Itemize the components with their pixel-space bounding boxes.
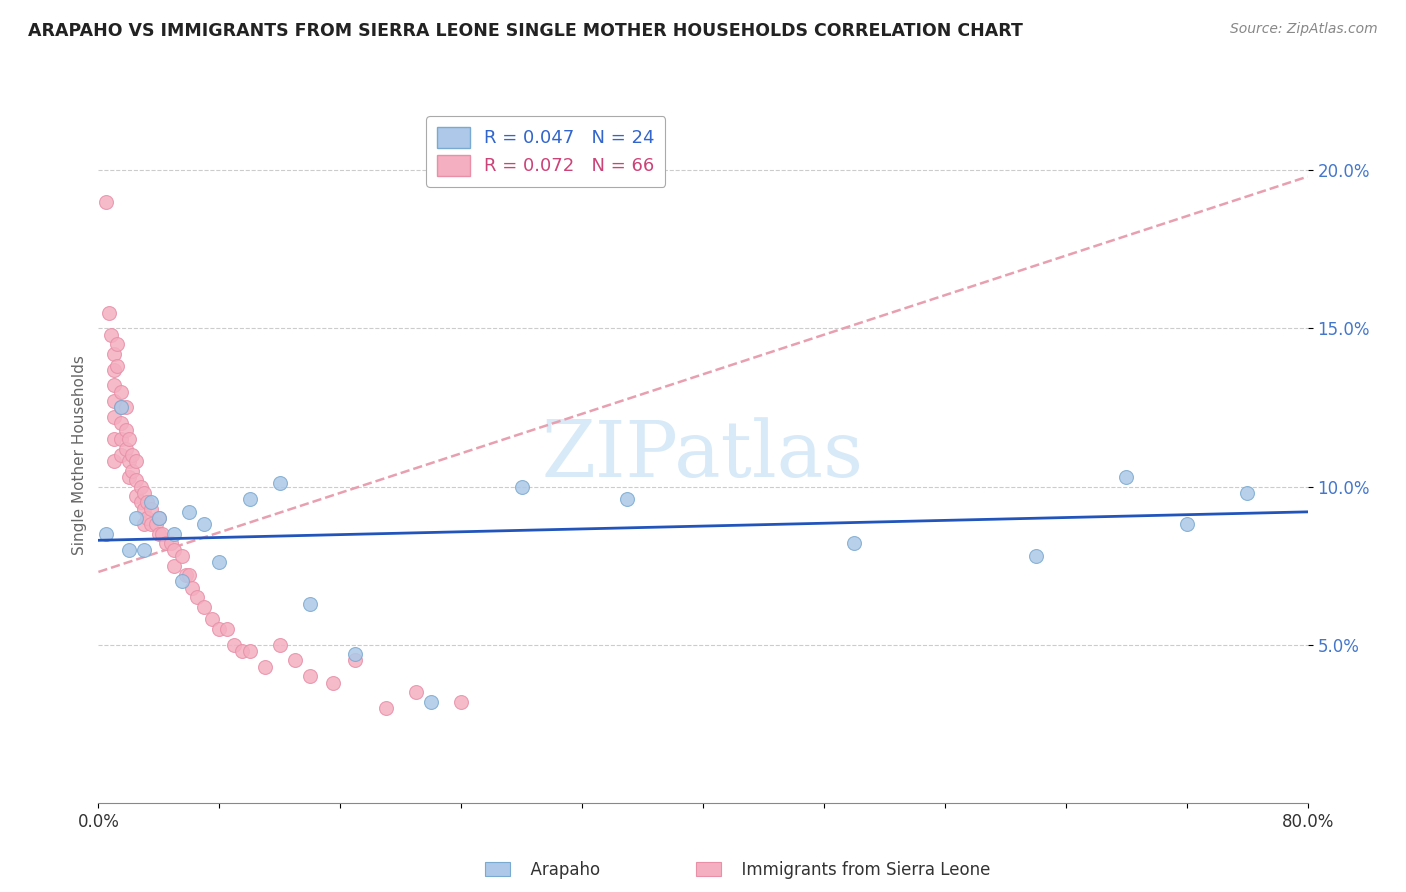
Point [269, 638, 291, 652]
Point [208, 622, 231, 636]
Point [103, 394, 125, 409]
Point [374, 701, 396, 715]
Text: ZIPatlas: ZIPatlas [541, 417, 865, 492]
Point [98, 305, 121, 319]
Point [322, 675, 344, 690]
Point [141, 517, 163, 532]
Text: ARAPAHO VS IMMIGRANTS FROM SIERRA LEONE SINGLE MOTHER HOUSEHOLDS CORRELATION CHA: ARAPAHO VS IMMIGRANTS FROM SIERRA LEONE … [28, 22, 1024, 40]
Point [110, 432, 132, 446]
Point [208, 556, 231, 570]
Text: Arapaho: Arapaho [520, 861, 600, 879]
Point [253, 660, 276, 674]
Point [103, 409, 125, 424]
Point [215, 622, 238, 636]
Point [299, 669, 322, 683]
Point [135, 495, 157, 509]
Point [110, 401, 132, 415]
Point [224, 638, 246, 652]
Point [118, 454, 141, 468]
Point [94, 194, 117, 209]
Text: Immigrants from Sierra Leone: Immigrants from Sierra Leone [731, 861, 990, 879]
Point [125, 511, 148, 525]
Point [121, 448, 143, 462]
Point [239, 644, 262, 658]
Point [269, 476, 291, 491]
Point [125, 489, 148, 503]
Point [125, 473, 148, 487]
Point [193, 599, 215, 614]
Point [170, 549, 193, 563]
Point [299, 597, 322, 611]
Point [103, 362, 125, 376]
Legend: R = 0.047   N = 24, R = 0.072   N = 66: R = 0.047 N = 24, R = 0.072 N = 66 [426, 116, 665, 186]
Point [344, 647, 367, 661]
Point [239, 492, 262, 507]
Point [177, 568, 201, 582]
Point [105, 359, 128, 374]
Point [510, 479, 533, 493]
Point [105, 337, 128, 351]
Point [148, 527, 170, 541]
Point [114, 442, 136, 456]
Point [170, 574, 193, 589]
Point [125, 454, 148, 468]
Point [231, 644, 253, 658]
Point [405, 685, 427, 699]
Point [129, 495, 152, 509]
Point [160, 536, 183, 550]
Point [114, 401, 136, 415]
Point [344, 653, 367, 667]
Point [177, 505, 201, 519]
Point [114, 423, 136, 437]
Point [163, 558, 186, 573]
Point [110, 401, 132, 415]
Point [450, 695, 472, 709]
Point [163, 527, 186, 541]
Point [103, 432, 125, 446]
Point [419, 695, 441, 709]
Point [174, 568, 197, 582]
Point [118, 542, 141, 557]
Point [284, 653, 307, 667]
Point [1115, 470, 1137, 484]
Point [844, 536, 866, 550]
Point [135, 511, 157, 525]
Point [193, 517, 215, 532]
Point [148, 511, 170, 525]
Point [118, 432, 141, 446]
Point [1236, 486, 1258, 500]
Point [110, 417, 132, 431]
Point [110, 448, 132, 462]
Point [121, 464, 143, 478]
Point [145, 517, 167, 532]
Point [150, 527, 173, 541]
Point [132, 501, 155, 516]
Point [616, 492, 638, 507]
Point [141, 501, 163, 516]
Point [110, 384, 132, 399]
Point [118, 470, 141, 484]
Point [94, 527, 117, 541]
Point [1024, 549, 1046, 563]
Point [132, 517, 155, 532]
Point [148, 511, 170, 525]
Point [181, 581, 204, 595]
Point [1175, 517, 1198, 532]
Point [132, 486, 155, 500]
Y-axis label: Single Mother Households: Single Mother Households [72, 355, 87, 555]
Point [103, 347, 125, 361]
Point [103, 454, 125, 468]
Point [141, 495, 163, 509]
Point [186, 591, 208, 605]
Point [201, 612, 224, 626]
Point [155, 536, 177, 550]
Point [129, 479, 152, 493]
Point [103, 378, 125, 392]
Point [163, 542, 186, 557]
Text: Source: ZipAtlas.com: Source: ZipAtlas.com [1230, 22, 1378, 37]
Point [100, 327, 122, 342]
Point [132, 542, 155, 557]
